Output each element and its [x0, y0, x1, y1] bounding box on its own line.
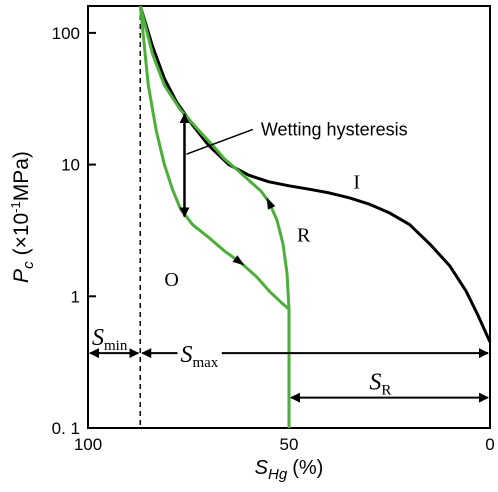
x-axis-ticks: 100 50 0	[74, 421, 495, 454]
series-line-r	[138, 5, 291, 428]
s-min-label: Smin	[92, 325, 128, 354]
x-tick-label: 100	[74, 435, 102, 454]
curve-direction-arrows	[232, 197, 276, 266]
y-axis-ticks: 100 10 1 0. 1	[52, 24, 96, 438]
x-tick-label: 0	[485, 435, 494, 454]
series-line-i	[138, 5, 492, 343]
series-label-r: R	[297, 225, 311, 247]
series-label-i: I	[353, 171, 360, 193]
s-max-label-background	[177, 341, 222, 373]
series-line-o	[138, 5, 290, 311]
y-tick-label: 1	[71, 287, 80, 306]
x-tick-label: 50	[280, 435, 299, 454]
y-tick-label: 100	[52, 24, 80, 43]
y-axis-title: Pc(×10-1MPa)	[8, 151, 37, 283]
y-tick-label: 0. 1	[52, 419, 80, 438]
wetting-hysteresis-leader	[186, 128, 254, 155]
x-axis-title: SHg (%)	[255, 457, 324, 483]
wetting-hysteresis-label: Wetting hysteresis	[261, 119, 408, 139]
arrowhead-r	[266, 197, 276, 210]
s-max-label: Smax	[180, 342, 218, 371]
series-group	[138, 5, 492, 428]
series-label-o: O	[164, 269, 178, 291]
arrowhead-o	[232, 255, 245, 266]
s-r-label: SR	[369, 370, 391, 399]
y-tick-label: 10	[61, 156, 80, 175]
